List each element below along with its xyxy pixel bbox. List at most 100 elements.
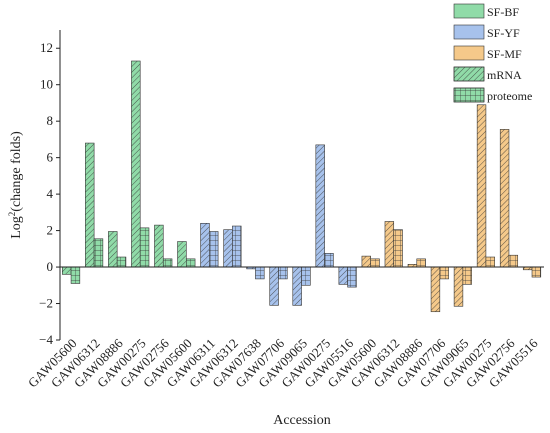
bar-proteome-11 xyxy=(324,253,334,268)
y-tick-label: 4 xyxy=(47,186,54,201)
y-tick-label: 10 xyxy=(40,77,53,92)
bar-proteome-7 xyxy=(232,225,242,268)
bar-proteome-2 xyxy=(116,256,127,268)
bar-pattern xyxy=(430,266,441,313)
bar-pattern xyxy=(499,129,510,268)
y-tick-label: 12 xyxy=(40,40,53,55)
legend-label: proteome xyxy=(487,89,532,103)
y-tick-label: 6 xyxy=(47,150,54,165)
bar-mrna-4 xyxy=(154,224,164,268)
bar-proteome-18 xyxy=(485,256,495,268)
bar-mrna-7 xyxy=(223,229,233,268)
bar-proteome-14 xyxy=(393,229,403,268)
bar-pattern xyxy=(384,221,395,268)
legend-item-proteome: proteome xyxy=(453,87,532,103)
legend-label: SF-YF xyxy=(487,26,520,40)
bar-proteome-1 xyxy=(93,238,104,268)
bar-proteome-9 xyxy=(278,266,288,280)
legend-swatch-pattern xyxy=(453,66,485,82)
axes-layer xyxy=(59,30,544,340)
y-axis-title-rest: (change folds) xyxy=(9,131,24,212)
bar-pattern xyxy=(177,241,187,268)
bar-mrna-11 xyxy=(315,144,325,268)
bar-pattern xyxy=(508,254,519,268)
bar-mrna-18 xyxy=(476,104,487,268)
legend-swatch xyxy=(453,3,485,19)
bar-pattern xyxy=(393,229,403,268)
legend-swatch xyxy=(453,24,485,40)
legend-item-sf-bf: SF-BF xyxy=(453,3,519,19)
bar-mrna-0 xyxy=(62,266,72,275)
bar-proteome-0 xyxy=(70,266,81,284)
bar-mrna-19 xyxy=(499,129,510,268)
bar-pattern xyxy=(162,258,173,268)
bar-pattern xyxy=(62,266,72,275)
bar-pattern xyxy=(347,266,357,288)
legend-swatch xyxy=(453,45,485,61)
bar-pattern xyxy=(370,258,380,268)
bar-proteome-10 xyxy=(301,266,311,286)
bar-mrna-12 xyxy=(338,266,348,285)
bar-pattern xyxy=(338,266,348,285)
bars-layer xyxy=(62,60,542,313)
bar-proteome-15 xyxy=(416,258,426,268)
bar-pattern xyxy=(131,60,141,268)
bar-proteome-4 xyxy=(162,258,173,268)
bar-pattern xyxy=(70,266,81,284)
bar-pattern xyxy=(476,104,487,268)
y-tick-label: 2 xyxy=(47,223,54,238)
bar-mrna-10 xyxy=(292,266,302,306)
bar-pattern xyxy=(292,266,302,306)
bar-pattern xyxy=(108,231,118,268)
y-tick-label: 0 xyxy=(47,259,54,274)
bar-proteome-13 xyxy=(370,258,380,268)
bar-proteome-8 xyxy=(255,266,265,280)
bar-pattern xyxy=(531,266,542,278)
bar-mrna-14 xyxy=(384,221,395,268)
bar-proteome-19 xyxy=(508,254,519,268)
bar-mrna-17 xyxy=(453,266,464,307)
legend: SF-BF SF-YF SF-MF mRNA proteome xyxy=(453,3,532,103)
legend-label: SF-MF xyxy=(487,47,522,61)
legend-item-sf-yf: SF-YF xyxy=(453,24,520,40)
bar-mrna-16 xyxy=(430,266,441,313)
bar-pattern xyxy=(116,256,127,268)
bar-pattern xyxy=(324,253,334,268)
bar-mrna-3 xyxy=(131,60,141,268)
legend-item-sf-mf: SF-MF xyxy=(453,45,522,61)
bar-pattern xyxy=(139,227,150,268)
bar-mrna-1 xyxy=(85,142,95,268)
bar-proteome-16 xyxy=(439,266,449,280)
y-axis-title: Log2(change folds) xyxy=(7,131,24,239)
bar-pattern xyxy=(485,256,495,268)
bar-pattern xyxy=(85,142,95,268)
bar-pattern xyxy=(269,266,279,306)
bar-pattern xyxy=(154,224,164,268)
y-ticks: −4 −2 0 2 4 6 8 10 12 xyxy=(39,40,60,347)
bar-pattern xyxy=(315,144,325,268)
y-tick-label: −2 xyxy=(39,296,53,311)
bar-mrna-5 xyxy=(177,241,187,268)
legend-item-mrna: mRNA xyxy=(453,66,522,82)
bar-proteome-6 xyxy=(209,231,219,268)
y-axis-title-main: Log xyxy=(9,216,24,239)
bar-proteome-20 xyxy=(531,266,542,278)
legend-swatch-pattern xyxy=(453,87,485,103)
bar-pattern xyxy=(361,255,371,268)
bar-proteome-3 xyxy=(139,227,150,268)
bar-proteome-5 xyxy=(186,258,196,268)
y-axis-title-sup: 2 xyxy=(7,212,17,217)
bar-pattern xyxy=(462,266,472,285)
x-axis-title: Accession xyxy=(273,413,331,428)
bar-proteome-12 xyxy=(347,266,357,288)
bar-mrna-13 xyxy=(361,255,371,268)
bar-pattern xyxy=(186,258,196,268)
bar-proteome-17 xyxy=(462,266,472,285)
bar-mrna-9 xyxy=(269,266,279,306)
bar-pattern xyxy=(416,258,426,268)
y-tick-label: −4 xyxy=(39,332,53,347)
y-tick-label: 8 xyxy=(47,113,54,128)
bar-pattern xyxy=(439,266,449,280)
